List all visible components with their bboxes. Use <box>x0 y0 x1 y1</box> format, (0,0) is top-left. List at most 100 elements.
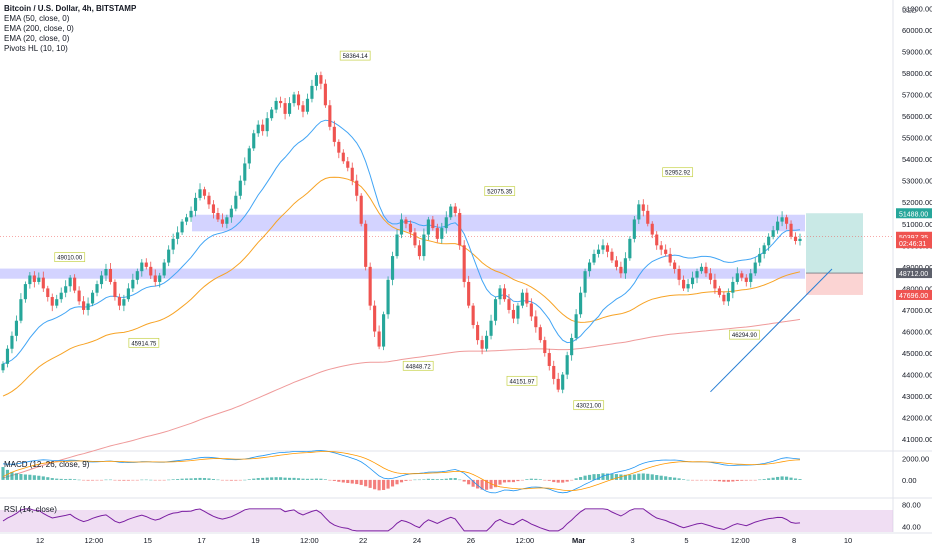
candle-body <box>122 299 126 306</box>
y-tick-label-3: 44000.00 <box>902 371 932 380</box>
macd-bar <box>189 478 193 480</box>
macd-bar <box>458 479 462 481</box>
price-label-box-1 <box>896 231 932 242</box>
candle-body <box>19 299 23 321</box>
candle-body <box>677 269 681 280</box>
macd-bar <box>59 478 63 480</box>
macd-bar <box>337 479 341 482</box>
macd-bar <box>211 478 216 480</box>
macd-bar <box>574 478 578 480</box>
pivot-label-box-3 <box>402 360 434 371</box>
candle-body <box>579 292 583 315</box>
candle-body <box>292 94 296 104</box>
candle-body <box>207 195 211 205</box>
candle-body <box>422 234 426 257</box>
candle-body <box>131 279 135 289</box>
legend-pivots[interactable]: Pivots HL (10, 10) <box>4 44 68 53</box>
x-tick-label-15: 10 <box>844 536 852 545</box>
candle-body <box>632 219 636 239</box>
candle-body <box>5 348 10 364</box>
candle-body <box>355 180 359 196</box>
candle-body <box>1 363 5 371</box>
candle-body <box>610 251 614 261</box>
macd-bar <box>225 479 229 481</box>
rsi-title[interactable]: RSI (14, close) <box>4 505 57 514</box>
macd-bar <box>399 479 404 483</box>
macd-bar <box>180 478 184 480</box>
macd-bar <box>534 478 538 480</box>
candle-body <box>673 262 677 270</box>
macd-bar <box>28 474 32 480</box>
macd-bar <box>185 478 189 480</box>
candle-body <box>37 277 41 282</box>
macd-bar <box>126 479 130 481</box>
x-tick-label-9: 12:00 <box>515 536 534 545</box>
macd-bar <box>592 474 596 480</box>
candle-body <box>440 228 444 239</box>
y-tick-label-4: 45000.00 <box>902 349 932 358</box>
macd-bar <box>82 479 86 481</box>
price-label-3: 48712.00 <box>899 271 928 278</box>
macd-bar <box>525 479 529 480</box>
candle-body <box>73 277 77 291</box>
candle-body <box>762 245 766 254</box>
candle-body <box>140 262 144 272</box>
legend: Bitcoin / U.S. Dollar, 4h, BITSTAMP EMA … <box>4 4 136 54</box>
macd-bar <box>422 479 426 480</box>
macd-bar <box>762 479 766 480</box>
macd-bar <box>462 479 466 482</box>
macd-bar <box>596 474 601 480</box>
candle-body <box>780 217 784 222</box>
candle-body <box>408 223 413 233</box>
zone-band-lower-ext <box>0 268 192 279</box>
legend-ema20[interactable]: EMA (20, close, 0) <box>4 34 70 43</box>
macd-bar <box>279 477 283 480</box>
legend-ema50[interactable]: EMA (50, close, 0) <box>4 14 70 23</box>
y-tick-label-13: 54000.00 <box>902 155 932 164</box>
macd-y-tick-0: 2000.00 <box>902 454 929 463</box>
candle-body <box>167 249 171 263</box>
legend-ema200[interactable]: EMA (200, close, 0) <box>4 24 74 33</box>
macd-bar <box>673 477 677 480</box>
candle-body <box>565 355 569 375</box>
ema20-line <box>2 119 801 365</box>
macd-bar <box>713 479 717 481</box>
pivot-label-6: 43021.00 <box>576 404 602 410</box>
candle-body <box>202 189 207 196</box>
candle-body <box>655 234 659 246</box>
x-tick-label-1: 12:00 <box>84 536 103 545</box>
macd-bar <box>449 478 453 480</box>
y-tick-label-19: 60000.00 <box>902 26 932 35</box>
macd-bar <box>579 477 583 480</box>
chart-title: Bitcoin / U.S. Dollar, 4h, BITSTAMP <box>4 4 137 13</box>
candle-body <box>171 238 175 250</box>
macd-bar <box>261 477 265 480</box>
pivot-label-box-6 <box>573 400 605 411</box>
candle-body <box>498 288 502 300</box>
candle-body <box>386 279 390 315</box>
macd-bar <box>90 479 95 481</box>
y-tick-label-20: 61000.00 <box>902 4 932 13</box>
candle-body <box>561 374 565 390</box>
price-label-2: 02:46:31 <box>899 241 926 248</box>
macd-bar <box>144 479 148 481</box>
macd-bar <box>485 479 489 490</box>
macd-bar <box>373 479 377 490</box>
candle-body <box>753 262 757 274</box>
macd-line <box>2 450 801 494</box>
macd-bar <box>229 479 233 481</box>
candle-body <box>458 212 462 246</box>
y-tick-label-7: 48000.00 <box>902 284 932 293</box>
candle-body <box>332 126 336 142</box>
candle-body <box>623 258 627 274</box>
candle-body <box>529 303 533 317</box>
candle-body <box>135 271 139 280</box>
candle-body <box>690 277 695 285</box>
ema50-line <box>2 176 801 397</box>
macd-bar <box>650 474 654 480</box>
macd-bar <box>341 479 345 483</box>
macd-title[interactable]: MACD (12, 26, close, 9) <box>4 460 90 469</box>
candle-body <box>525 292 529 304</box>
candle-body <box>90 292 95 304</box>
